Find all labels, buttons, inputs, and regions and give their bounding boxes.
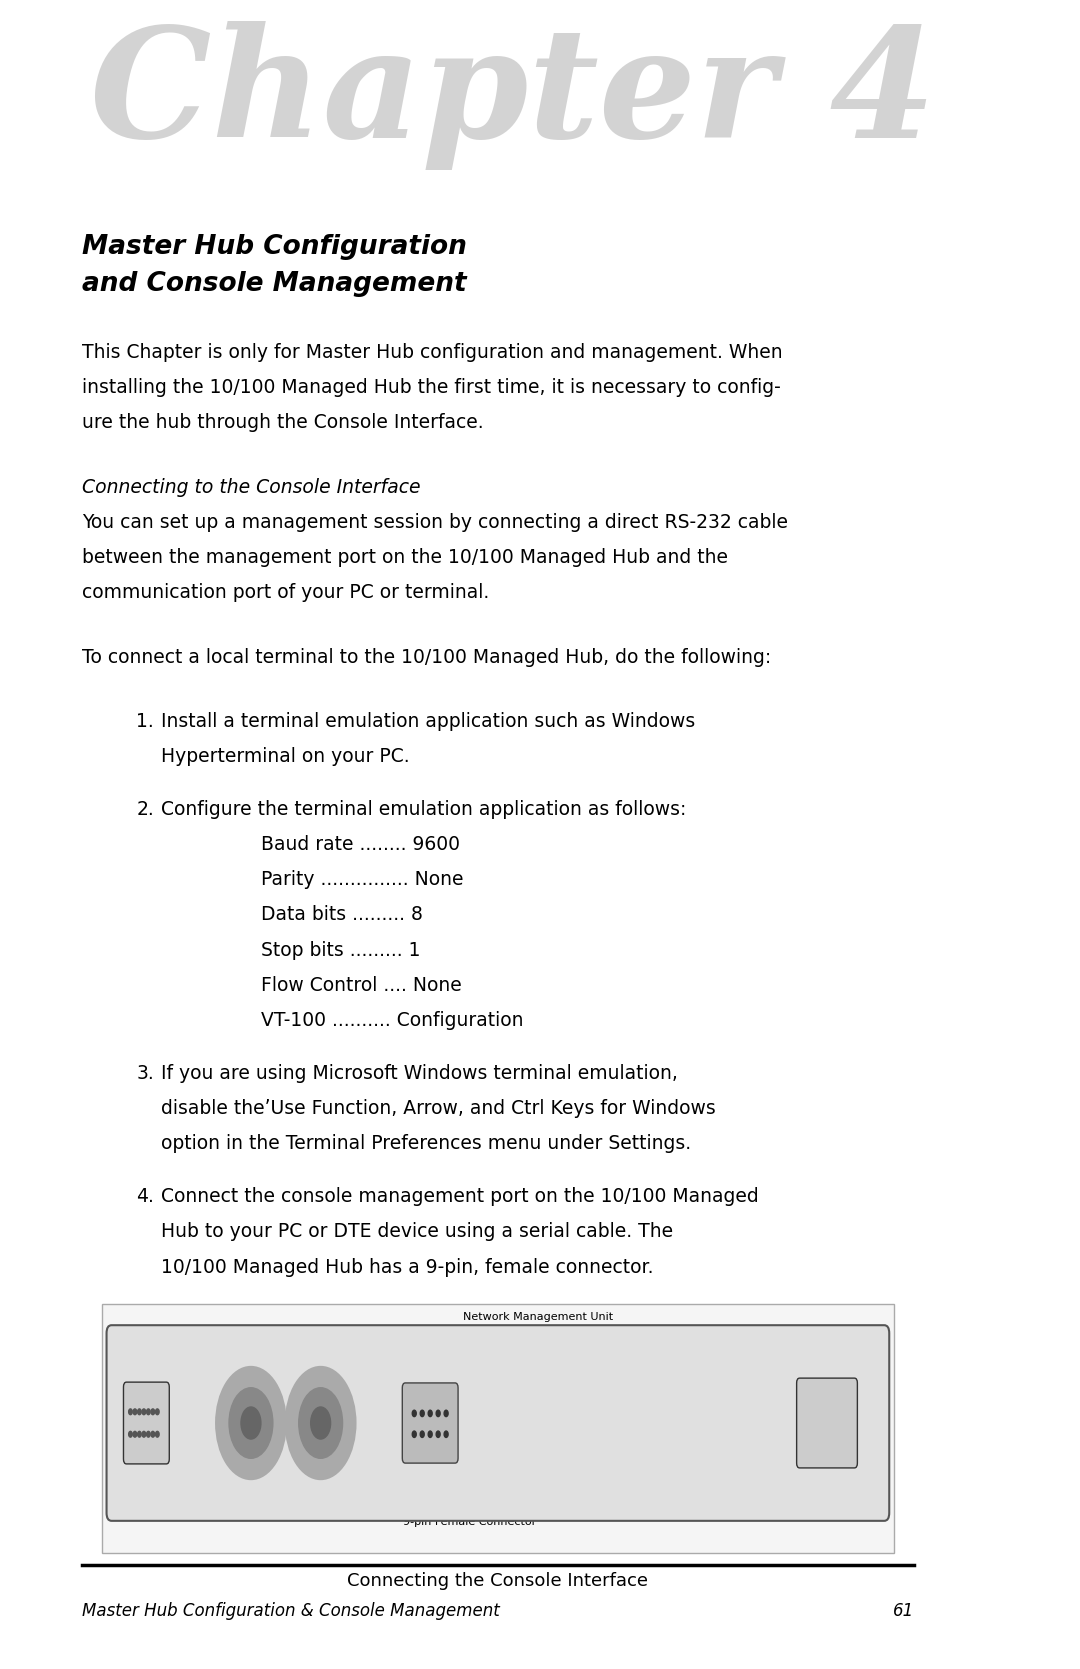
Circle shape (151, 1409, 154, 1415)
Circle shape (286, 1367, 355, 1479)
Text: To connect a local terminal to the 10/100 Managed Hub, do the following:: To connect a local terminal to the 10/10… (82, 648, 771, 666)
Text: Master Hub Configuration: Master Hub Configuration (82, 234, 467, 260)
FancyBboxPatch shape (403, 1384, 458, 1464)
FancyBboxPatch shape (123, 1382, 170, 1464)
Text: 3.: 3. (136, 1063, 154, 1083)
Text: RS-232 Management Port: RS-232 Management Port (399, 1500, 541, 1509)
Text: Hyperterminal on your PC.: Hyperterminal on your PC. (161, 748, 410, 766)
Circle shape (229, 1387, 273, 1459)
Text: between the management port on the 10/100 Managed Hub and the: between the management port on the 10/10… (82, 547, 728, 567)
Text: Network Management Unit: Network Management Unit (462, 1312, 612, 1322)
Text: Hub to your PC or DTE device using a serial cable. The: Hub to your PC or DTE device using a ser… (161, 1222, 674, 1242)
Circle shape (241, 1407, 261, 1439)
Text: Connecting to the Console Interface: Connecting to the Console Interface (82, 477, 420, 497)
Circle shape (413, 1430, 416, 1437)
Circle shape (143, 1409, 146, 1415)
Text: 4.: 4. (136, 1187, 154, 1207)
Text: VT-100 .......... Configuration: VT-100 .......... Configuration (261, 1011, 524, 1030)
Text: Master Hub Configuration & Console Management: Master Hub Configuration & Console Manag… (82, 1602, 499, 1619)
Text: (NMU) Module: (NMU) Module (498, 1332, 577, 1342)
Text: 9-pin Female Connector: 9-pin Female Connector (404, 1517, 537, 1527)
Circle shape (137, 1432, 141, 1437)
Circle shape (444, 1430, 448, 1437)
Circle shape (143, 1432, 146, 1437)
Circle shape (156, 1432, 159, 1437)
Circle shape (156, 1409, 159, 1415)
Text: You can set up a management session by connecting a direct RS-232 cable: You can set up a management session by c… (82, 512, 787, 532)
FancyBboxPatch shape (107, 1325, 889, 1520)
Text: Data bits ......... 8: Data bits ......... 8 (261, 905, 422, 925)
Text: Configure the terminal emulation application as follows:: Configure the terminal emulation applica… (161, 799, 687, 818)
Circle shape (420, 1410, 424, 1417)
Text: and Console Management: and Console Management (82, 270, 467, 297)
Circle shape (311, 1407, 330, 1439)
Circle shape (436, 1410, 441, 1417)
Text: ure the hub through the Console Interface.: ure the hub through the Console Interfac… (82, 414, 483, 432)
Circle shape (129, 1409, 132, 1415)
Text: Install a terminal emulation application such as Windows: Install a terminal emulation application… (161, 711, 696, 731)
Circle shape (420, 1430, 424, 1437)
Circle shape (147, 1432, 150, 1437)
Circle shape (436, 1430, 441, 1437)
FancyBboxPatch shape (797, 1379, 858, 1469)
Circle shape (133, 1409, 137, 1415)
Circle shape (151, 1432, 154, 1437)
Circle shape (137, 1409, 141, 1415)
Text: This Chapter is only for Master Hub configuration and management. When: This Chapter is only for Master Hub conf… (82, 342, 782, 362)
Circle shape (428, 1410, 432, 1417)
Text: Stop bits ......... 1: Stop bits ......... 1 (261, 941, 420, 960)
Text: Connect the console management port on the 10/100 Managed: Connect the console management port on t… (161, 1187, 759, 1207)
Text: installing the 10/100 Managed Hub the first time, it is necessary to config-: installing the 10/100 Managed Hub the fi… (82, 379, 781, 397)
Text: Baud rate ........ 9600: Baud rate ........ 9600 (261, 834, 460, 855)
Text: Chapter 4: Chapter 4 (90, 20, 935, 170)
Circle shape (129, 1432, 132, 1437)
Text: Parity ............... None: Parity ............... None (261, 870, 463, 890)
Text: option in the Terminal Preferences menu under Settings.: option in the Terminal Preferences menu … (161, 1135, 691, 1153)
Circle shape (428, 1430, 432, 1437)
Text: 2.: 2. (136, 799, 154, 818)
Text: Flow Control .... None: Flow Control .... None (261, 976, 461, 995)
Text: 10/100 Managed Hub has a 9-pin, female connector.: 10/100 Managed Hub has a 9-pin, female c… (161, 1257, 653, 1277)
Text: If you are using Microsoft Windows terminal emulation,: If you are using Microsoft Windows termi… (161, 1063, 678, 1083)
Text: 1.: 1. (136, 711, 154, 731)
Circle shape (216, 1367, 286, 1479)
Text: disable theʼUse Function, Arrow, and Ctrl Keys for Windows: disable theʼUse Function, Arrow, and Ctr… (161, 1100, 716, 1118)
Text: communication port of your PC or terminal.: communication port of your PC or termina… (82, 584, 489, 603)
Text: 61: 61 (893, 1602, 914, 1619)
Circle shape (133, 1432, 137, 1437)
FancyBboxPatch shape (102, 1305, 894, 1552)
Circle shape (147, 1409, 150, 1415)
Circle shape (444, 1410, 448, 1417)
Text: Connecting the Console Interface: Connecting the Console Interface (348, 1572, 648, 1591)
Circle shape (299, 1387, 342, 1459)
Circle shape (413, 1410, 416, 1417)
